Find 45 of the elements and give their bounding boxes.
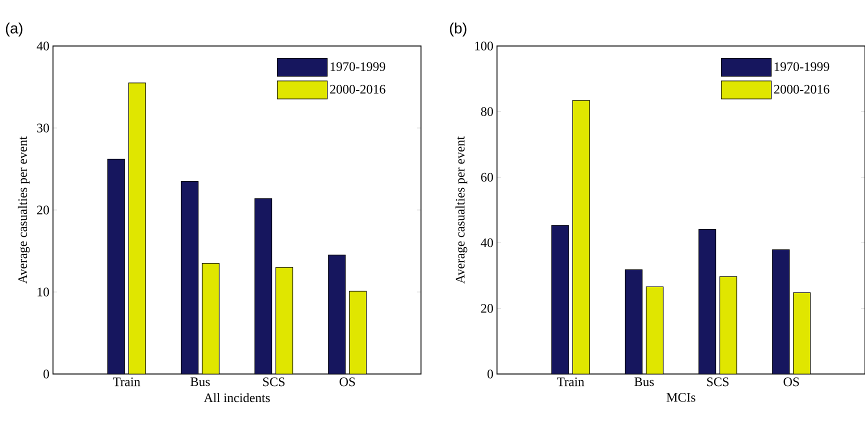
y-tick-label: 80 [481,107,493,116]
y-tick-label: 40 [36,42,49,50]
bar [772,249,790,374]
bar [128,82,146,374]
legend-label: 2000-2016 [330,84,386,94]
bar [698,229,716,374]
y-tick-label: 100 [475,42,493,50]
x-tick-label: Train [113,378,140,386]
x-tick-label: Bus [634,378,654,386]
y-tick-label: 30 [37,124,49,132]
y-tick-label: 20 [37,206,49,214]
y-tick-label: 0 [44,370,49,378]
bar [328,254,346,374]
x-tick-label: OS [340,378,355,386]
bar [793,292,811,374]
chart-title: (a) [6,22,22,36]
bar [646,286,664,374]
x-tick-label: SCS [707,378,729,386]
x-tick-label: Bus [190,378,210,386]
bar [624,269,643,374]
bar [349,290,367,374]
bar [720,276,738,374]
y-axis-title: Average casualties per event [455,136,468,284]
legend-label: 2000-2016 [774,84,830,94]
bar [202,262,220,374]
chart-title: (b) [450,22,466,36]
y-tick-label: 10 [38,288,49,296]
y-tick-label: 0 [488,370,493,378]
bar [107,158,125,374]
x-tick-label: OS [784,378,799,386]
legend-label: 1970-1999 [330,62,386,72]
y-tick-label: 20 [481,304,493,313]
bar [254,198,272,374]
y-axis-title: Average casualties per event [18,136,30,284]
legend-label: 1970-1999 [774,62,830,72]
x-axis-title: MCIs [666,393,696,402]
bar [180,180,198,374]
y-tick-label: 60 [481,172,493,182]
bar [572,100,590,374]
bar [551,225,569,374]
y-tick-label: 40 [480,238,493,248]
x-tick-label: SCS [263,378,285,386]
x-axis-title: All incidents [204,393,270,402]
bar [276,267,294,374]
x-tick-label: Train [557,378,584,386]
